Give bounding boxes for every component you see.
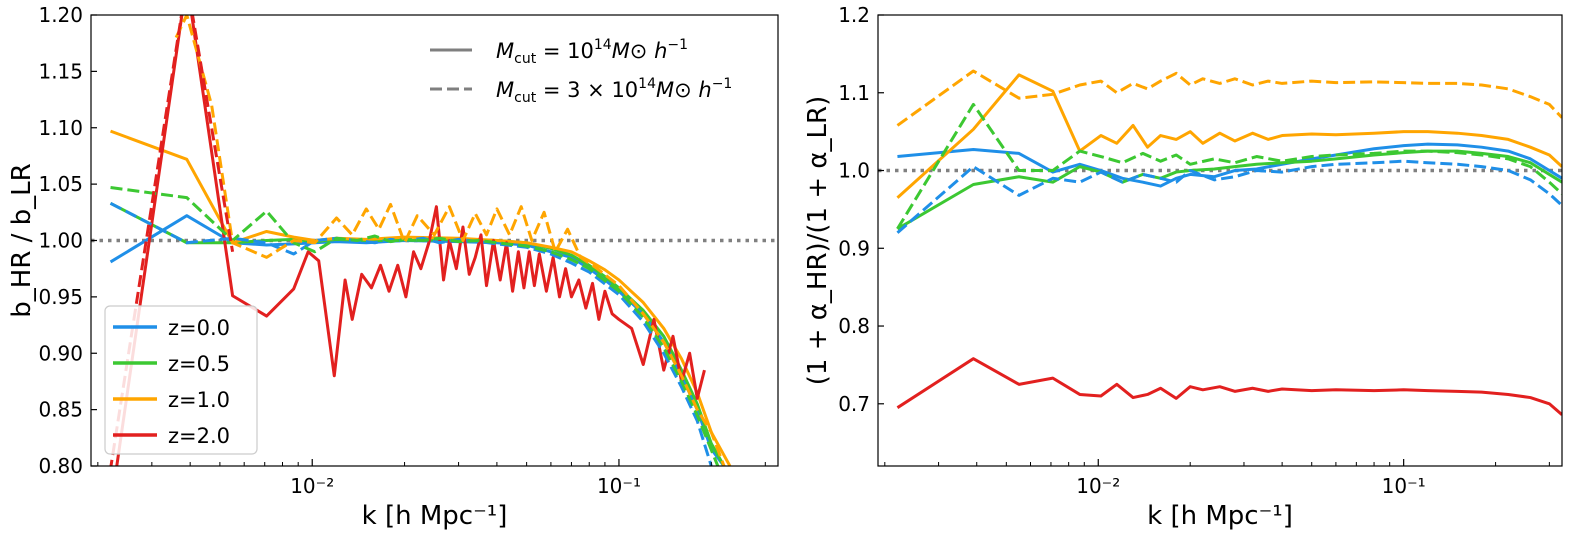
y-tick-label: 0.95 — [38, 285, 83, 309]
series-line-z0.5-solid — [896, 149, 1562, 231]
y-tick-label: 0.9 — [838, 236, 870, 260]
x-axis-label: k [h Mpc⁻¹] — [362, 501, 508, 531]
color-legend-label-2: z=0.5 — [168, 352, 230, 376]
series-line-z0.5-dashed — [896, 102, 1562, 230]
color-legend-label-4: z=2.0 — [168, 424, 230, 448]
color-legend-frame — [104, 305, 258, 455]
y-tick-label: 1.10 — [38, 116, 83, 140]
y-tick-label: 1.0 — [838, 159, 870, 183]
style-legend-label: Mcut = 1014M⊙ h−1 — [496, 37, 688, 67]
series-line-z0.0-dashed — [896, 159, 1562, 234]
y-tick-label: 1.2 — [838, 3, 870, 27]
chart-panel-1: 0.80 0.85 0.90 0.95 1.00 1.05 1.10 1.15 1.20 10⁻²… — [7, 3, 779, 531]
x-tick-label: 10⁻¹ — [1382, 474, 1426, 498]
chart-panel-2: 0.7 0.8 0.9 1.0 1.1 1.2 10⁻² 10⁻¹ k [h Mpc⁻¹] (1 … — [803, 3, 1563, 531]
x-tick-label: 10⁻¹ — [597, 474, 641, 498]
style-legend-label: Mcut = 3 × 1014M⊙ h−1 — [496, 76, 732, 106]
series-line-z0.0-solid — [897, 142, 1562, 188]
y-axis-label: (1 + α_HR)/(1 + α_LR) — [803, 96, 833, 386]
series-line-z1.0-dashed — [896, 69, 1562, 127]
color-legend-label-3: z=1.0 — [168, 388, 230, 412]
color-legend-label-1: z=0.0 — [168, 316, 230, 340]
series-line-z1.0-dashed — [174, 15, 726, 466]
series-line-z0.0-dashed — [109, 201, 713, 466]
series-group — [896, 69, 1562, 416]
y-axis-label: b_HR / b_LR — [7, 163, 37, 317]
y-tick-label: 0.90 — [38, 341, 83, 365]
style-legend: Mcut = 1014M⊙ h−1 Mcut = 3 × 1014M⊙ h−1 — [430, 37, 732, 106]
series-line-z1.0-solid — [110, 129, 732, 466]
x-tick-label: 10⁻² — [290, 474, 334, 498]
y-tick-label: 0.8 — [838, 314, 870, 338]
x-axis-label: k [h Mpc⁻¹] — [1147, 501, 1293, 531]
y-tick-label: 1.00 — [38, 229, 83, 253]
y-tick-label: 1.15 — [38, 59, 83, 83]
y-tick-label: 1.05 — [38, 172, 83, 196]
y-tick-label: 1.1 — [838, 81, 870, 105]
series-line-z2.0-solid — [115, 15, 706, 466]
series-line-z1.0-solid — [896, 73, 1562, 199]
y-tick-label: 1.20 — [38, 3, 83, 27]
x-tick-label: 10⁻² — [1076, 474, 1120, 498]
y-tick-label: 0.80 — [38, 454, 83, 478]
axes-frame — [877, 14, 1563, 467]
series-line-z0.5-dashed — [110, 186, 720, 466]
series-line-z2.0-solid — [896, 357, 1562, 416]
color-legend: z=0.0 z=0.5 z=1.0 z=2.0 — [104, 305, 258, 455]
y-tick-label: 0.7 — [838, 392, 870, 416]
y-tick-label: 0.85 — [38, 398, 83, 422]
